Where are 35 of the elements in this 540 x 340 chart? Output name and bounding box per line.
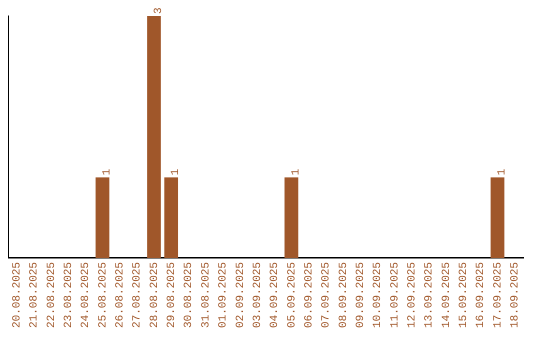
x-tick-label: 15.09.2025 [458,262,470,328]
x-tick-label: 08.09.2025 [338,262,350,328]
x-tick-label: 01.09.2025 [218,262,230,328]
data-label: 1 [496,168,508,176]
x-tick-label: 29.08.2025 [166,262,178,328]
x-tick-label: 12.09.2025 [406,262,419,328]
x-tick-label: 23.08.2025 [63,262,76,328]
x-tick-label: 16.09.2025 [475,262,488,328]
x-tick-label: 04.09.2025 [269,262,282,328]
x-tick-label: 14.09.2025 [440,262,453,328]
x-tick-label: 17.09.2025 [492,262,504,328]
x-tick-label: 20.08.2025 [11,262,24,328]
x-tick-label: 07.09.2025 [320,262,333,328]
x-tick-label: 09.09.2025 [354,262,367,328]
x-tick-label: 03.09.2025 [252,262,264,328]
data-label: 3 [152,7,165,14]
x-tick-label: 31.08.2025 [200,262,212,328]
x-tick-label: 05.09.2025 [286,262,298,328]
x-tick-label: 11.09.2025 [389,262,402,328]
data-label: 1 [290,168,302,176]
x-tick-label: 26.08.2025 [114,262,127,328]
x-tick-label: 06.09.2025 [303,262,316,328]
x-tick-label: 25.08.2025 [97,262,110,328]
x-tick-label: 30.08.2025 [183,262,196,328]
data-label: 1 [101,168,114,176]
x-tick-label: 21.08.2025 [28,262,41,328]
x-tick-label: 10.09.2025 [372,262,384,328]
x-tick-label: 13.09.2025 [424,262,436,328]
x-tick-label: 02.09.2025 [234,262,247,328]
x-tick-label: 24.08.2025 [80,262,92,328]
data-label: 1 [170,168,182,176]
x-tick-label: 18.09.2025 [510,262,522,328]
x-tick-label: 28.08.2025 [148,262,161,328]
x-tick-label: 22.08.2025 [46,262,58,328]
x-tick-label: 27.08.2025 [132,262,144,328]
